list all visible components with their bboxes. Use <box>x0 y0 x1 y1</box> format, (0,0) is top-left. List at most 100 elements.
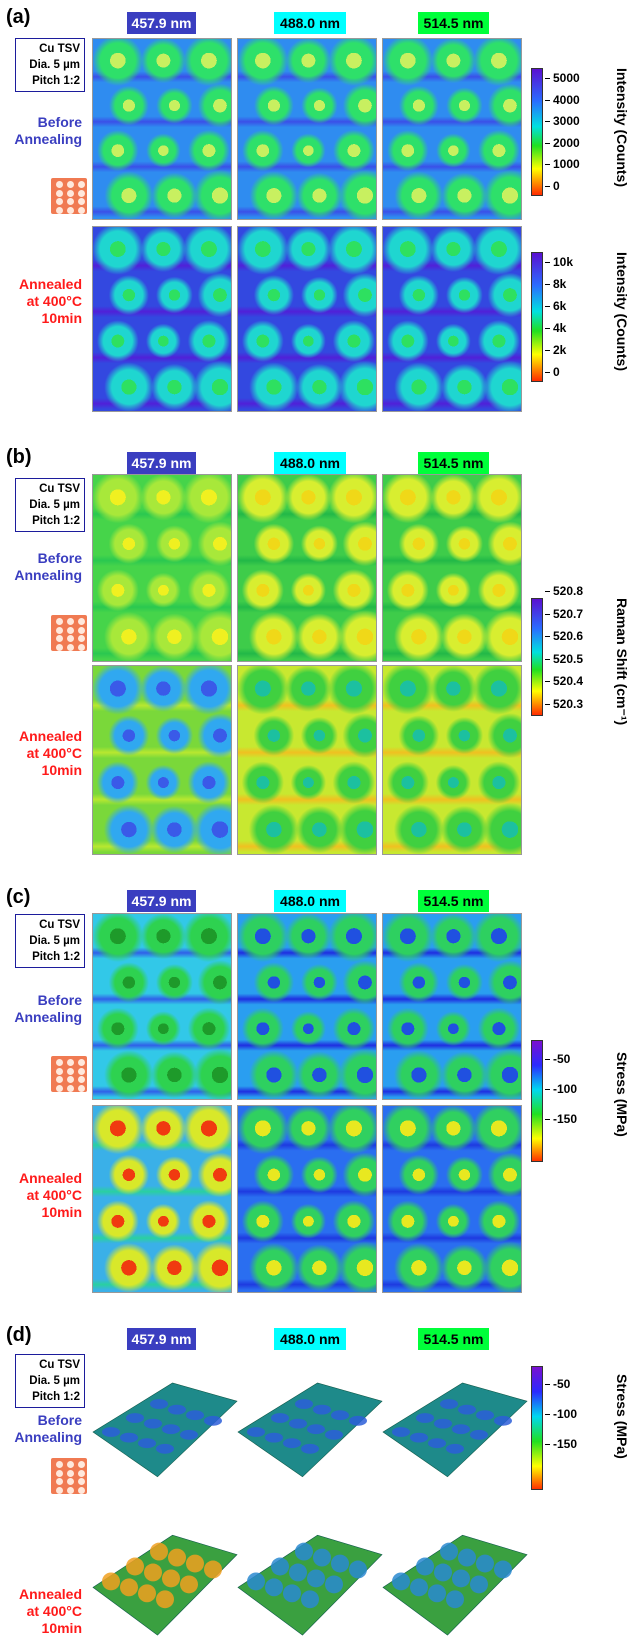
label-line: 10min <box>41 310 82 326</box>
sample-line: Cu TSV <box>39 1359 80 1371</box>
colorbar-tick-label: 520.3 <box>545 697 583 711</box>
label-line: Before <box>37 114 82 130</box>
colorbar-tick-label: 0 <box>545 365 560 379</box>
stress-surface-plot <box>237 1382 383 1478</box>
colorbar-title: Stress (MPa) <box>614 1052 630 1137</box>
intensity-map <box>382 226 522 412</box>
label-line: Annealing <box>14 131 82 147</box>
tsv-array-icon <box>51 615 87 651</box>
colorbar-tick-label: 8k <box>545 277 566 291</box>
colorbar <box>531 68 543 196</box>
sample-info-box: Cu TSV Dia. 5 µm Pitch 1:2 <box>15 478 85 532</box>
annealed-label: Annealed at 400°C 10min <box>0 276 82 327</box>
annealed-label: Annealed at 400°C 10min <box>0 1170 82 1221</box>
colorbar-tick-label: 6k <box>545 299 566 313</box>
wavelength-label: 457.9 nm <box>127 452 196 474</box>
colorbar-tick-label: -50 <box>545 1052 570 1066</box>
intensity-map <box>237 38 377 220</box>
before-annealing-label: Before Annealing <box>0 550 82 584</box>
colorbar-tick-label: 1000 <box>545 157 580 171</box>
wavelength-label: 488.0 nm <box>274 890 346 912</box>
colorbar-tick-label: 520.5 <box>545 652 583 666</box>
label-line: Before <box>37 1412 82 1428</box>
before-annealing-label: Before Annealing <box>0 114 82 148</box>
raman-shift-map <box>237 665 377 855</box>
label-line: at 400°C <box>26 1187 82 1203</box>
stress-map <box>92 1105 232 1293</box>
colorbar <box>531 598 543 716</box>
colorbar-tick-label: -100 <box>545 1407 577 1421</box>
tsv-array-icon <box>51 178 87 214</box>
panel-label: (a) <box>6 6 31 28</box>
colorbar-tick-label: 520.4 <box>545 674 583 688</box>
label-line: Annealing <box>14 1429 82 1445</box>
panel-b: (b) 457.9 nm 488.0 nm 514.5 nm Cu TSV Di… <box>0 440 637 860</box>
label-line: Annealed <box>18 1170 82 1186</box>
sample-line: Dia. 5 µm <box>29 59 80 71</box>
panel-c: (c) 457.9 nm 488.0 nm 514.5 nm Cu TSV Di… <box>0 880 637 1300</box>
stress-surface-plot <box>237 1534 383 1636</box>
intensity-map <box>92 38 232 220</box>
stress-surface-plot <box>382 1534 528 1636</box>
label-line: 10min <box>41 1204 82 1220</box>
stress-surface-plot <box>382 1382 528 1478</box>
before-annealing-label: Before Annealing <box>0 992 82 1026</box>
label-line: Annealed <box>18 1586 82 1602</box>
colorbar <box>531 1040 543 1162</box>
colorbar-tick-label: -150 <box>545 1112 577 1126</box>
wavelength-label: 488.0 nm <box>274 452 346 474</box>
intensity-map <box>237 226 377 412</box>
panel-a: (a) 457.9 nm 488.0 nm 514.5 nm Cu TSV Di… <box>0 0 637 420</box>
colorbar-tick-label: -50 <box>545 1377 570 1391</box>
label-line: 10min <box>41 762 82 778</box>
colorbar-tick-label: -100 <box>545 1082 577 1096</box>
colorbar-tick-label: -150 <box>545 1437 577 1451</box>
sample-line: Pitch 1:2 <box>32 75 80 87</box>
colorbar-tick-label: 4000 <box>545 93 580 107</box>
colorbar-tick-label: 3000 <box>545 114 580 128</box>
label-line: Annealed <box>18 276 82 292</box>
sample-line: Dia. 5 µm <box>29 1375 80 1387</box>
annealed-label: Annealed at 400°C 10min <box>0 728 82 779</box>
stress-map <box>382 913 522 1100</box>
colorbar-tick-label: 10k <box>545 255 573 269</box>
panel-label: (d) <box>6 1324 32 1346</box>
wavelength-label: 488.0 nm <box>274 12 346 34</box>
tsv-array-icon <box>51 1056 87 1092</box>
colorbar-tick-label: 520.8 <box>545 584 583 598</box>
wavelength-label: 514.5 nm <box>418 1328 489 1350</box>
colorbar-title: Stress (MPa) <box>614 1374 630 1459</box>
panel-d: (d) 457.9 nm 488.0 nm 514.5 nm Cu TSV Di… <box>0 1318 637 1647</box>
panel-label: (c) <box>6 886 31 908</box>
colorbar <box>531 252 543 382</box>
label-line: at 400°C <box>26 1603 82 1619</box>
raman-shift-map <box>237 474 377 662</box>
panel-label: (b) <box>6 446 32 468</box>
colorbar-tick-label: 520.6 <box>545 629 583 643</box>
wavelength-label: 457.9 nm <box>127 890 196 912</box>
colorbar <box>531 1366 543 1490</box>
tsv-array-icon <box>51 1458 87 1494</box>
sample-line: Cu TSV <box>39 919 80 931</box>
colorbar-title: Raman Shift (cm⁻¹) <box>614 598 630 726</box>
intensity-map <box>382 38 522 220</box>
annealed-label: Annealed at 400°C 10min <box>0 1586 82 1637</box>
sample-info-box: Cu TSV Dia. 5 µm Pitch 1:2 <box>15 1354 85 1408</box>
colorbar-tick-label: 4k <box>545 321 566 335</box>
raman-shift-map <box>382 665 522 855</box>
label-line: Before <box>37 992 82 1008</box>
wavelength-label: 488.0 nm <box>274 1328 346 1350</box>
sample-info-box: Cu TSV Dia. 5 µm Pitch 1:2 <box>15 38 85 92</box>
label-line: at 400°C <box>26 293 82 309</box>
stress-surface-plot <box>92 1534 238 1636</box>
stress-surface-plot <box>92 1382 238 1478</box>
sample-line: Cu TSV <box>39 483 80 495</box>
sample-info-box: Cu TSV Dia. 5 µm Pitch 1:2 <box>15 914 85 968</box>
stress-map <box>237 913 377 1100</box>
sample-line: Dia. 5 µm <box>29 935 80 947</box>
stress-map <box>237 1105 377 1293</box>
wavelength-label: 457.9 nm <box>127 12 196 34</box>
colorbar-title: Intensity (Counts) <box>614 68 630 187</box>
wavelength-label: 457.9 nm <box>127 1328 196 1350</box>
intensity-map <box>92 226 232 412</box>
